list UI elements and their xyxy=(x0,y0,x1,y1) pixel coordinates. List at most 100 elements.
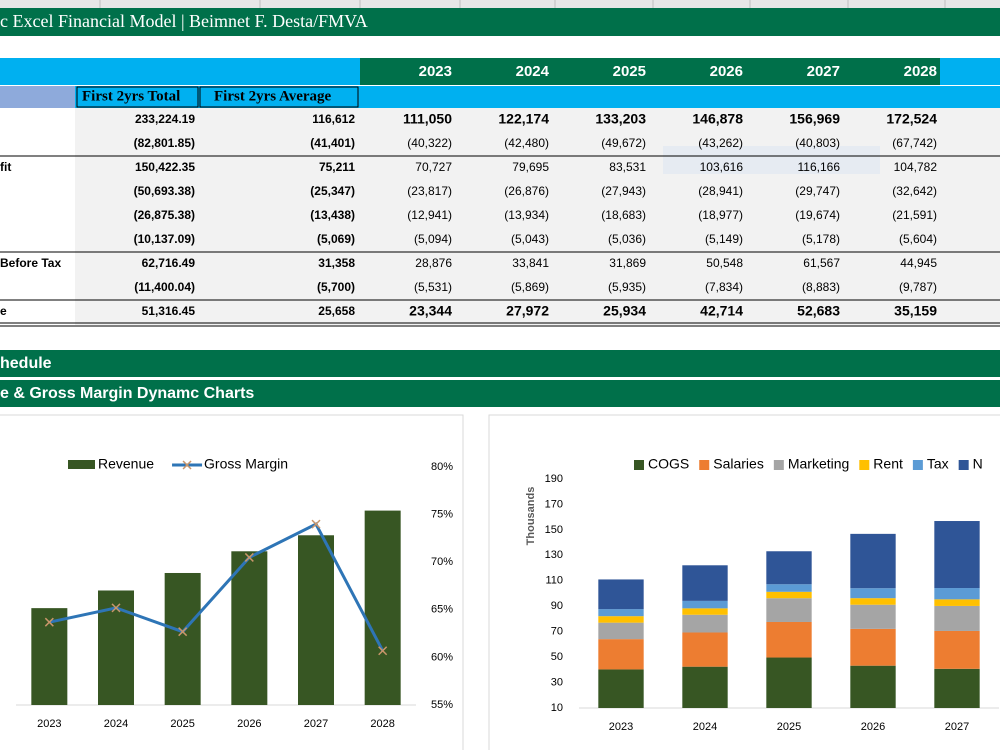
legend-label: COGS xyxy=(648,456,689,472)
year-header: 2024 xyxy=(516,63,550,80)
bar-segment xyxy=(766,591,812,599)
cell: (25,347) xyxy=(310,184,355,198)
cell: (5,069) xyxy=(317,232,355,246)
bar xyxy=(298,535,334,705)
section-title: e & Gross Margin Dynamc Charts xyxy=(0,385,254,402)
cell: (13,438) xyxy=(310,208,355,222)
x-tick-label: 2023 xyxy=(37,718,61,730)
cell: (40,803) xyxy=(795,136,840,150)
cell: (5,531) xyxy=(414,280,452,294)
sheet-title: c Excel Financial Model | Beimnet F. Des… xyxy=(0,11,368,31)
subheader-box xyxy=(76,86,199,108)
line-marker xyxy=(244,552,254,562)
cell: 146,878 xyxy=(692,111,743,127)
cell: (82,801.85) xyxy=(134,136,195,150)
cell: (5,036) xyxy=(608,232,646,246)
y-tick-label: 50 xyxy=(551,651,563,663)
y-tick-label: 170 xyxy=(545,498,563,510)
year-header: 2026 xyxy=(710,63,743,80)
cell: (28,941) xyxy=(698,184,743,198)
bar xyxy=(164,572,201,705)
y-tick-label: 130 xyxy=(545,549,563,561)
y2-tick-label: 60% xyxy=(431,651,453,663)
bar-segment xyxy=(682,600,728,609)
cell: 27,972 xyxy=(506,303,549,319)
row-borders xyxy=(0,155,1000,327)
legend-swatch xyxy=(859,460,870,470)
legend-label: Marketing xyxy=(788,456,849,472)
x-tick-label: 2026 xyxy=(861,721,885,733)
cell: (23,817) xyxy=(407,184,452,198)
cell: 35,159 xyxy=(894,303,937,319)
legend-swatch xyxy=(68,460,95,469)
cell: 116,612 xyxy=(312,112,355,126)
title-bar xyxy=(0,8,1000,36)
cell: (5,604) xyxy=(899,232,937,246)
x-tick-label: 2024 xyxy=(693,721,717,733)
cell: 111,050 xyxy=(403,111,452,127)
cell: 33,841 xyxy=(512,256,549,270)
legend-label: Tax xyxy=(927,456,949,472)
y-tick-label: 150 xyxy=(545,524,563,536)
cell: 25,934 xyxy=(603,303,646,319)
cell: 52,683 xyxy=(797,303,840,319)
legend-swatch xyxy=(699,460,710,470)
bar-segment xyxy=(934,668,980,708)
bar-segment xyxy=(598,616,644,623)
x-tick-label: 2027 xyxy=(945,721,969,733)
cell: (11,400.04) xyxy=(134,280,195,294)
bar-segment xyxy=(934,630,980,669)
cell: (40,322) xyxy=(407,136,452,150)
cell: 51,316.45 xyxy=(142,304,196,318)
legend-swatch xyxy=(182,460,192,470)
bar-segment xyxy=(850,628,896,666)
cell: 83,531 xyxy=(609,160,646,174)
y2-tick-label: 70% xyxy=(431,556,453,568)
y-tick-label: 110 xyxy=(545,575,563,587)
bar-segment xyxy=(682,614,728,633)
cell: (5,700) xyxy=(317,280,355,294)
cell: (5,935) xyxy=(608,280,646,294)
bar-segment xyxy=(598,609,644,617)
line-marker xyxy=(44,617,54,627)
watermark xyxy=(663,146,880,174)
bar-segment xyxy=(766,598,812,622)
cell: 104,782 xyxy=(894,160,938,174)
cell: 42,714 xyxy=(700,303,743,319)
x-tick-label: 2027 xyxy=(304,718,328,730)
row-label: fit xyxy=(0,160,11,174)
cell: 61,567 xyxy=(803,256,840,270)
bar-segment xyxy=(682,565,728,601)
bar-segment xyxy=(934,605,980,631)
cell: (8,883) xyxy=(802,280,840,294)
cell: 156,969 xyxy=(789,111,840,127)
cell: 44,945 xyxy=(900,256,937,270)
cell: 31,358 xyxy=(318,256,355,270)
subheader-row xyxy=(75,86,1000,108)
bar-segment xyxy=(598,579,644,610)
line-marker xyxy=(311,519,321,529)
x-tick-label: 2024 xyxy=(104,718,128,730)
line-marker xyxy=(111,603,121,613)
bar-segment xyxy=(766,584,812,592)
cell: (19,674) xyxy=(795,208,840,222)
cell: (10,137.09) xyxy=(134,232,195,246)
header-cell xyxy=(0,86,75,108)
bar-segment xyxy=(934,599,980,606)
cell: (32,642) xyxy=(892,184,937,198)
cell: (18,977) xyxy=(698,208,743,222)
year-header: 2023 xyxy=(419,63,452,80)
year-header: 2028 xyxy=(904,63,937,80)
bar-segment xyxy=(598,622,644,640)
legend-swatch xyxy=(634,460,644,470)
section-bar xyxy=(0,350,1000,377)
year-header xyxy=(360,58,940,85)
header-cell xyxy=(0,58,360,85)
cell: 31,869 xyxy=(609,256,646,270)
bar-segment xyxy=(934,521,980,589)
cell: (26,875.38) xyxy=(134,208,195,222)
column-dividers xyxy=(99,0,946,8)
cell: (41,401) xyxy=(310,136,355,150)
